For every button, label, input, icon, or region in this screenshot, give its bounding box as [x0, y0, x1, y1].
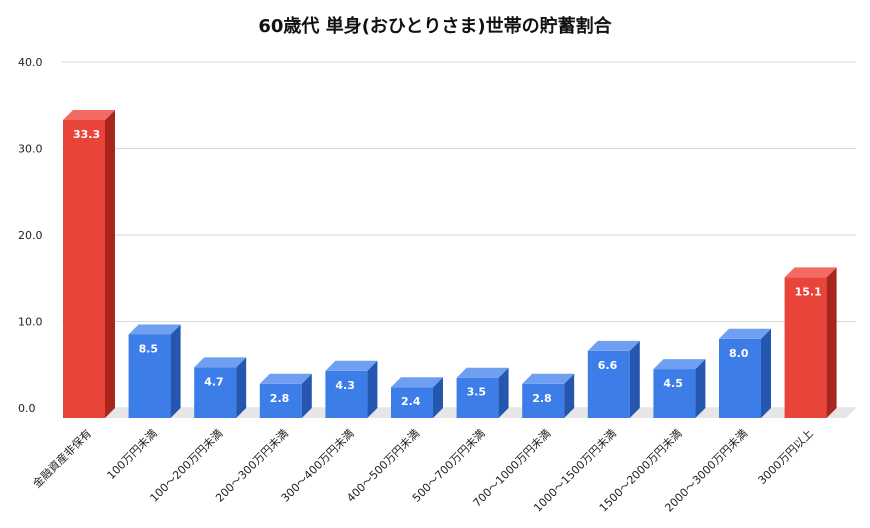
category-label: 100～200万円未満: [148, 427, 226, 505]
bar-front: [522, 383, 565, 418]
data-label: 2.4: [401, 395, 421, 408]
bar: 4.3: [325, 360, 378, 418]
bar-front: [653, 369, 696, 418]
bar-front: [719, 338, 761, 418]
y-axis-ticks: 0.0 10.0 20.0 30.0 40.0: [18, 56, 43, 415]
bar-front: [587, 350, 630, 418]
bar-side: [826, 267, 837, 418]
bar-top: [653, 359, 706, 370]
y-tick-label: 0.0: [18, 402, 36, 415]
data-label: 15.1: [795, 285, 822, 298]
bar-side: [498, 367, 509, 418]
bar-side: [433, 377, 443, 418]
category-label: 金融資産非保有: [30, 426, 94, 490]
chart-title: 60歳代 単身(おひとりさま)世帯の貯蓄割合: [258, 16, 612, 37]
bar-side: [236, 357, 247, 418]
bar-front: [325, 370, 368, 418]
bar-front: [391, 387, 433, 418]
y-tick-label: 40.0: [18, 56, 43, 69]
bar-top: [259, 373, 312, 384]
y-tick-label: 30.0: [18, 143, 43, 156]
data-label: 8.0: [729, 347, 749, 360]
bar-top: [63, 109, 115, 120]
bar-side: [761, 328, 771, 418]
category-label: 3000万円以上: [756, 427, 816, 487]
bar-front: [259, 383, 302, 418]
data-label: 4.3: [335, 379, 355, 392]
data-label: 6.6: [598, 359, 618, 372]
bar: 4.5: [653, 359, 706, 418]
bar-front: [128, 334, 171, 418]
bar-side: [170, 324, 181, 418]
bar-front: [784, 277, 827, 418]
y-tick-label: 20.0: [18, 229, 43, 242]
category-label: 200～300万円未満: [213, 427, 291, 505]
bar-side: [629, 340, 640, 418]
bar: 15.1: [784, 267, 837, 418]
bar: 33.3: [63, 109, 115, 418]
bar: 8.0: [719, 328, 771, 418]
bar-top: [128, 324, 181, 335]
bar-top: [522, 373, 575, 384]
bar: 2.8: [259, 373, 312, 418]
bar-top: [391, 377, 443, 388]
data-label: 3.5: [467, 386, 487, 399]
bar-top: [325, 360, 378, 371]
category-label: 100万円未満: [105, 427, 160, 482]
bar: 8.5: [128, 324, 181, 418]
bar-top: [719, 328, 771, 339]
data-label: 8.5: [139, 342, 159, 355]
bar-side: [367, 360, 378, 418]
bar: 4.7: [194, 357, 247, 418]
bar-front: [456, 377, 499, 418]
y-tick-label: 10.0: [18, 316, 43, 329]
bar: 3.5: [456, 367, 509, 418]
bar-top: [194, 357, 247, 368]
bar-side: [564, 373, 575, 418]
category-label: 300～400万円未満: [279, 427, 357, 505]
x-axis-labels: 金融資産非保有 100万円未満100～200万円未満200～300万円未満300～…: [30, 426, 816, 514]
data-label: 4.5: [663, 377, 683, 390]
bar-front: [63, 119, 105, 418]
data-label: 33.3: [73, 128, 100, 141]
bar-front: [194, 367, 237, 418]
data-label: 2.8: [270, 392, 290, 405]
bar: 6.6: [587, 340, 640, 418]
bar-top: [784, 267, 837, 278]
bar-side: [105, 109, 115, 418]
bar: 2.8: [522, 373, 575, 418]
bar-top: [587, 340, 640, 351]
data-label: 2.8: [532, 392, 552, 405]
category-label: 400～500万円未満: [344, 427, 422, 505]
bar-side: [301, 373, 312, 418]
bars: 33.3 8.5 4.7 2.8 4.3 2.4 3.5 2.8 6.6 4.5 8.0 15.1: [63, 109, 837, 418]
bar-top: [456, 367, 509, 378]
bar: 2.4: [391, 377, 443, 418]
category-label: 500～700万円未満: [410, 427, 488, 505]
data-label: 4.7: [204, 375, 224, 388]
bar-side: [695, 359, 706, 418]
